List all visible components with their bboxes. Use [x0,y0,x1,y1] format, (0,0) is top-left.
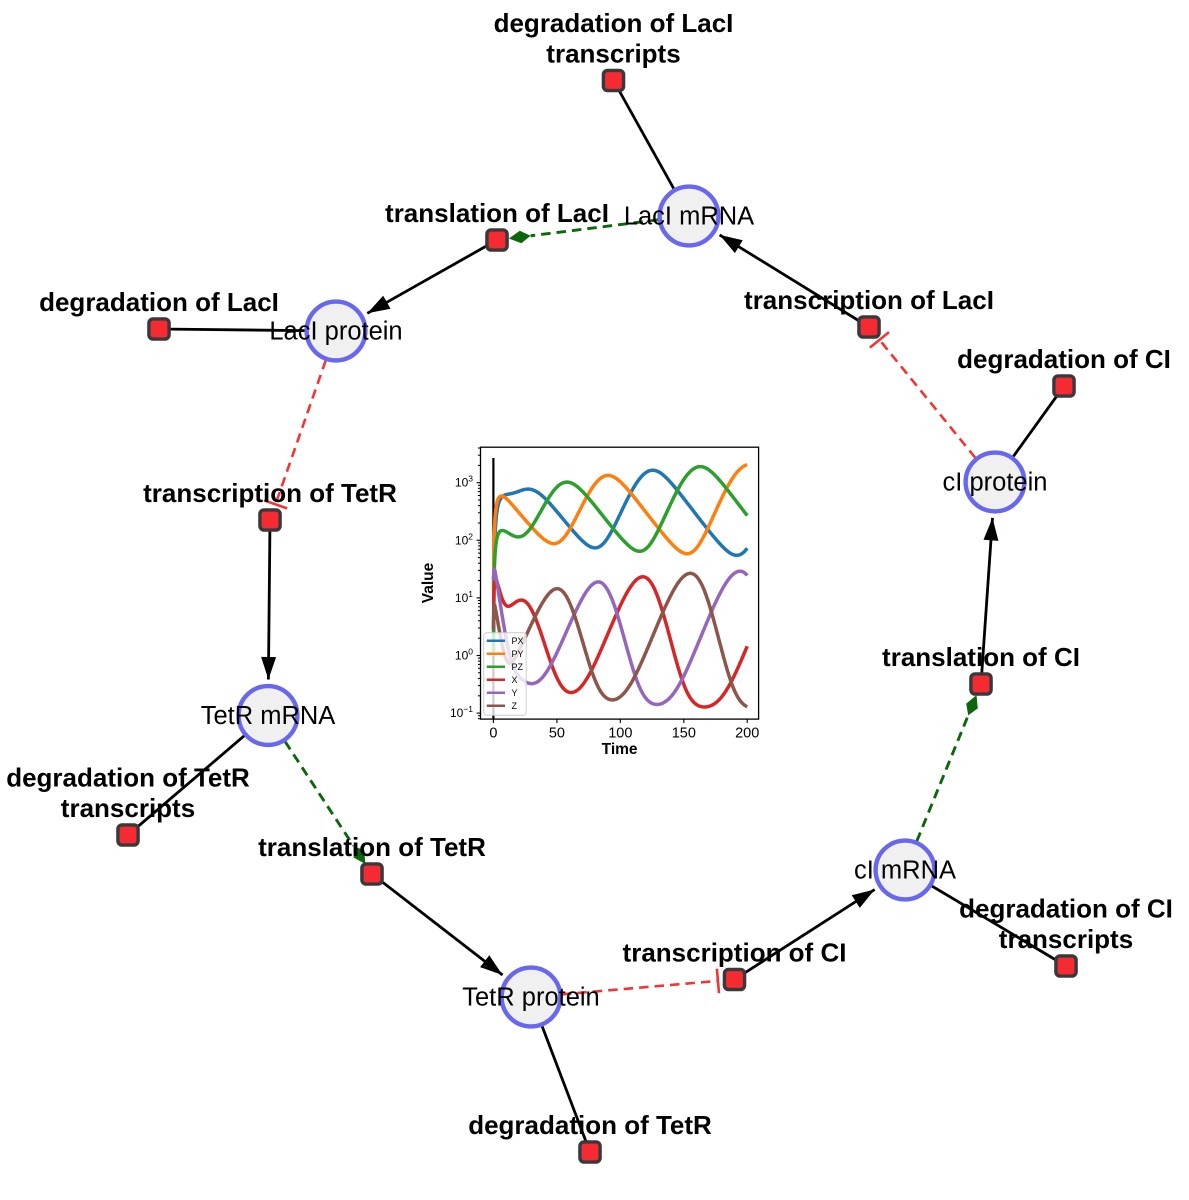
svg-text:PY: PY [512,649,524,659]
svg-text:transcripts: transcripts [999,924,1133,954]
svg-text:transcription of LacI: transcription of LacI [744,285,994,315]
svg-text:200: 200 [735,725,759,741]
svg-text:Y: Y [512,688,518,698]
svg-text:degradation of TetR: degradation of TetR [468,1110,712,1140]
svg-text:transcripts: transcripts [61,793,195,823]
svg-text:X: X [512,675,518,685]
svg-text:TetR mRNA: TetR mRNA [201,702,336,730]
svg-text:PZ: PZ [512,662,524,672]
svg-text:cI mRNA: cI mRNA [854,857,956,885]
svg-text:translation of TetR: translation of TetR [258,832,486,862]
svg-text:transcripts: transcripts [546,38,680,68]
svg-text:PX: PX [512,636,524,646]
svg-text:transcription of CI: transcription of CI [623,937,847,967]
svg-text:LacI protein: LacI protein [269,318,402,346]
svg-text:degradation of TetR: degradation of TetR [6,763,250,793]
svg-text:cI protein: cI protein [943,469,1048,497]
svg-text:degradation of CI: degradation of CI [957,344,1171,374]
svg-text:Z: Z [512,701,518,711]
svg-text:transcription of TetR: transcription of TetR [143,478,397,508]
svg-text:50: 50 [549,725,565,741]
svg-text:degradation of CI: degradation of CI [959,894,1173,924]
svg-text:translation of LacI: translation of LacI [385,198,609,228]
svg-text:LacI mRNA: LacI mRNA [624,203,754,231]
svg-text:degradation of LacI: degradation of LacI [494,8,734,38]
svg-text:0: 0 [489,725,497,741]
svg-text:Value: Value [420,562,437,603]
svg-text:translation of CI: translation of CI [882,642,1080,672]
svg-text:150: 150 [672,725,696,741]
svg-text:degradation of LacI: degradation of LacI [39,287,279,317]
svg-text:100: 100 [608,725,632,741]
svg-text:TetR protein: TetR protein [462,984,600,1012]
svg-text:Time: Time [602,741,638,758]
